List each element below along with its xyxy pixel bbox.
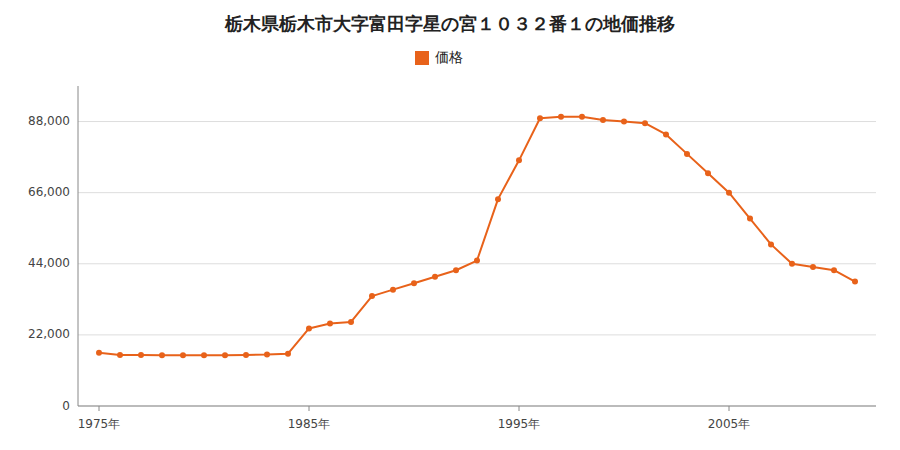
point (390, 287, 396, 293)
y-tick-label: 22,000 (28, 327, 70, 341)
x-tick-label: 2005年 (708, 417, 751, 431)
point (264, 352, 270, 358)
chart: 栃木県栃木市大字富田字星の宮１０３２番１の地価推移 0 22,000 44,000 66… (0, 0, 900, 450)
point (453, 267, 459, 273)
point (96, 350, 102, 356)
point (327, 321, 333, 327)
y-tick-label: 0 (62, 399, 70, 413)
point (222, 352, 228, 358)
point (243, 352, 249, 358)
point (537, 115, 543, 121)
point (369, 293, 375, 299)
point (516, 157, 522, 163)
point (201, 352, 207, 358)
point (663, 131, 669, 137)
point (138, 352, 144, 358)
point (558, 114, 564, 120)
x-tick (309, 406, 310, 411)
point (852, 279, 858, 285)
point (348, 319, 354, 325)
point (117, 352, 123, 358)
point (411, 280, 417, 286)
point (432, 274, 438, 280)
point (831, 267, 837, 273)
point (705, 170, 711, 176)
x-tick-label: 1975年 (78, 417, 121, 431)
point (768, 241, 774, 247)
point (684, 151, 690, 157)
y-tick-label: 44,000 (28, 256, 70, 270)
grid-line (78, 406, 876, 407)
title: 栃木県栃木市大字富田字星の宮１０３２番１の地価推移 (224, 13, 675, 34)
point (810, 264, 816, 270)
grid-line (78, 121, 876, 122)
plot-area (96, 114, 858, 359)
point (621, 119, 627, 125)
point (789, 261, 795, 267)
x-tick-label: 1995年 (498, 417, 541, 431)
x-tick (729, 406, 730, 411)
legend-swatch (415, 51, 429, 65)
point (495, 196, 501, 202)
grid-line (78, 334, 876, 335)
point (180, 352, 186, 358)
x-tick (99, 406, 100, 411)
grid-line (78, 192, 876, 193)
x-axis-line (78, 406, 876, 407)
point (285, 351, 291, 357)
point (474, 258, 480, 264)
legend: 価格 (415, 49, 463, 65)
y-tick-label: 66,000 (28, 185, 70, 199)
y-grid (78, 122, 876, 406)
point (579, 114, 585, 120)
legend-label: 価格 (435, 49, 463, 65)
x-tick-label: 1985年 (288, 417, 331, 431)
point (642, 120, 648, 126)
series-line (99, 117, 855, 356)
y-axis-line (78, 86, 79, 406)
y-tick-label: 88,000 (28, 114, 70, 128)
point (747, 216, 753, 222)
point (726, 190, 732, 196)
x-tick (519, 406, 520, 411)
point (600, 117, 606, 123)
point (159, 352, 165, 358)
point (306, 325, 312, 331)
